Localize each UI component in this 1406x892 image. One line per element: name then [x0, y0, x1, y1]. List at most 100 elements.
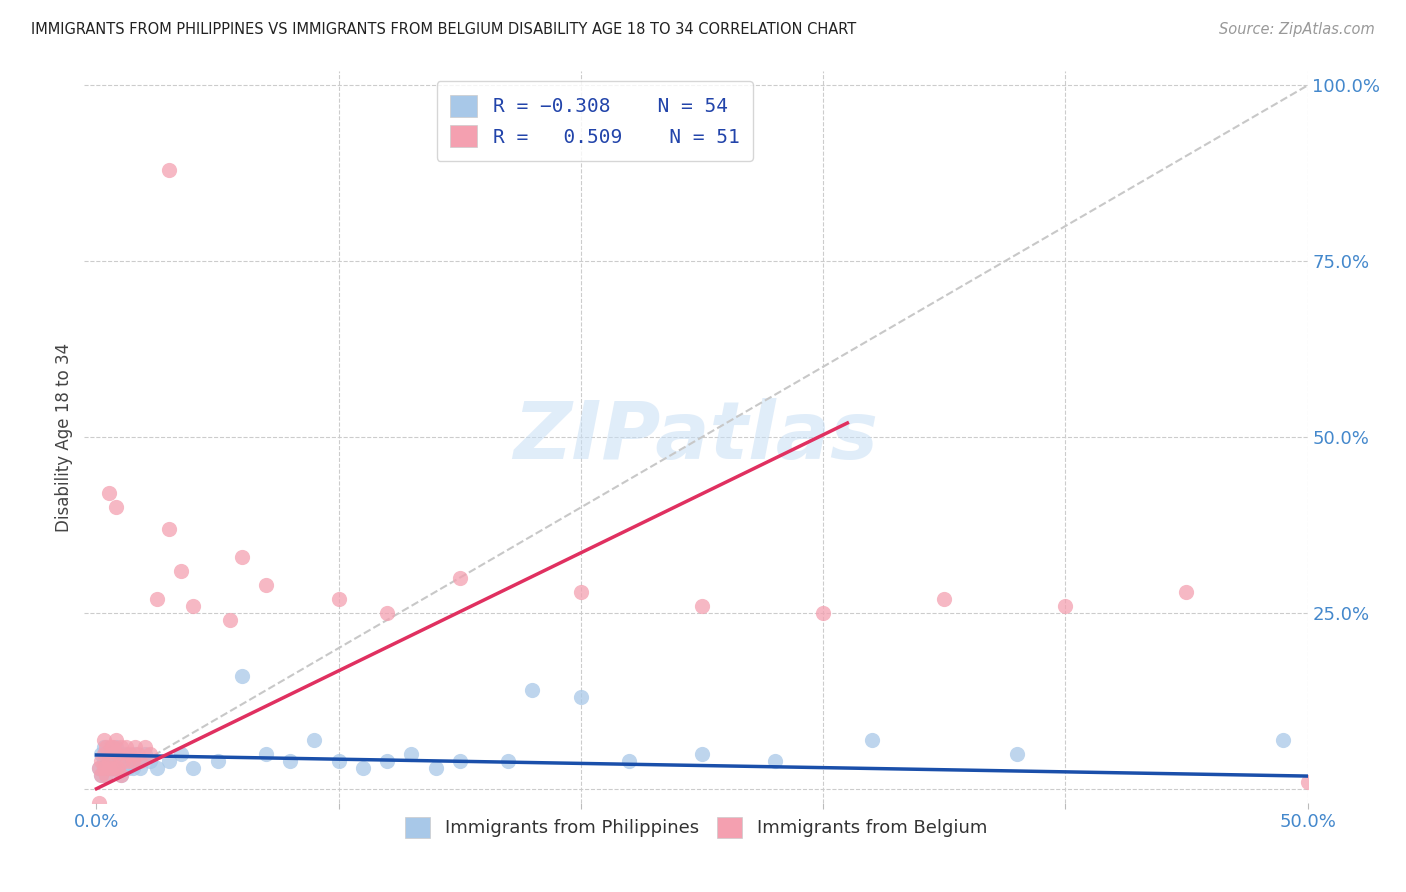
Point — [231, 549, 253, 564]
Point — [254, 578, 277, 592]
Point — [107, 747, 129, 761]
Point — [496, 754, 519, 768]
Point — [97, 754, 120, 768]
Point — [860, 732, 883, 747]
Point — [183, 599, 205, 613]
Point — [121, 754, 143, 768]
Point — [690, 599, 713, 613]
Point — [183, 761, 205, 775]
Legend: Immigrants from Philippines, Immigrants from Belgium: Immigrants from Philippines, Immigrants … — [398, 810, 994, 845]
Point — [90, 747, 112, 761]
Point — [87, 761, 110, 775]
Point — [139, 747, 162, 761]
Point — [207, 754, 229, 768]
Point — [107, 754, 129, 768]
Point — [157, 754, 180, 768]
Point — [104, 761, 127, 775]
Point — [1005, 747, 1028, 761]
Point — [127, 747, 149, 761]
Point — [93, 754, 115, 768]
Point — [124, 747, 146, 761]
Point — [1296, 774, 1319, 789]
Text: IMMIGRANTS FROM PHILIPPINES VS IMMIGRANTS FROM BELGIUM DISABILITY AGE 18 TO 34 C: IMMIGRANTS FROM PHILIPPINES VS IMMIGRANT… — [31, 22, 856, 37]
Point — [304, 732, 326, 747]
Point — [278, 754, 301, 768]
Point — [763, 754, 786, 768]
Point — [96, 747, 118, 761]
Point — [114, 747, 136, 761]
Point — [97, 486, 120, 500]
Point — [522, 683, 544, 698]
Point — [110, 767, 132, 781]
Point — [690, 747, 713, 761]
Point — [425, 761, 447, 775]
Point — [375, 754, 398, 768]
Point — [134, 747, 156, 761]
Point — [146, 761, 169, 775]
Point — [97, 761, 120, 775]
Point — [107, 761, 129, 775]
Point — [157, 162, 180, 177]
Point — [170, 747, 193, 761]
Point — [112, 754, 135, 768]
Point — [352, 761, 374, 775]
Point — [124, 739, 146, 754]
Point — [569, 690, 592, 705]
Point — [375, 606, 398, 620]
Point — [569, 584, 592, 599]
Point — [112, 754, 135, 768]
Point — [114, 739, 136, 754]
Point — [93, 761, 115, 775]
Point — [97, 761, 120, 775]
Point — [93, 739, 115, 754]
Point — [87, 761, 110, 775]
Point — [103, 754, 125, 768]
Point — [104, 732, 127, 747]
Point — [104, 739, 127, 754]
Text: ZIPatlas: ZIPatlas — [513, 398, 879, 476]
Point — [811, 606, 834, 620]
Point — [90, 754, 112, 768]
Point — [107, 761, 129, 775]
Point — [110, 767, 132, 781]
Point — [100, 761, 122, 775]
Point — [449, 571, 471, 585]
Point — [1272, 732, 1295, 747]
Y-axis label: Disability Age 18 to 34: Disability Age 18 to 34 — [55, 343, 73, 532]
Point — [129, 761, 152, 775]
Point — [93, 761, 115, 775]
Point — [96, 767, 118, 781]
Point — [129, 754, 152, 768]
Point — [146, 591, 169, 606]
Point — [103, 739, 125, 754]
Point — [134, 739, 156, 754]
Point — [170, 564, 193, 578]
Point — [401, 747, 423, 761]
Point — [110, 739, 132, 754]
Point — [1175, 584, 1198, 599]
Text: Source: ZipAtlas.com: Source: ZipAtlas.com — [1219, 22, 1375, 37]
Point — [127, 754, 149, 768]
Point — [449, 754, 471, 768]
Point — [104, 500, 127, 515]
Point — [104, 761, 127, 775]
Point — [90, 767, 112, 781]
Point — [218, 613, 240, 627]
Point — [619, 754, 641, 768]
Point — [90, 767, 112, 781]
Point — [121, 761, 143, 775]
Point — [97, 754, 120, 768]
Point — [231, 669, 253, 683]
Point — [103, 747, 125, 761]
Point — [103, 747, 125, 761]
Point — [328, 591, 350, 606]
Point — [117, 761, 139, 775]
Point — [1054, 599, 1077, 613]
Point — [100, 739, 122, 754]
Point — [110, 747, 132, 761]
Point — [93, 732, 115, 747]
Point — [100, 747, 122, 761]
Point — [93, 747, 115, 761]
Point — [120, 747, 142, 761]
Point — [87, 796, 110, 810]
